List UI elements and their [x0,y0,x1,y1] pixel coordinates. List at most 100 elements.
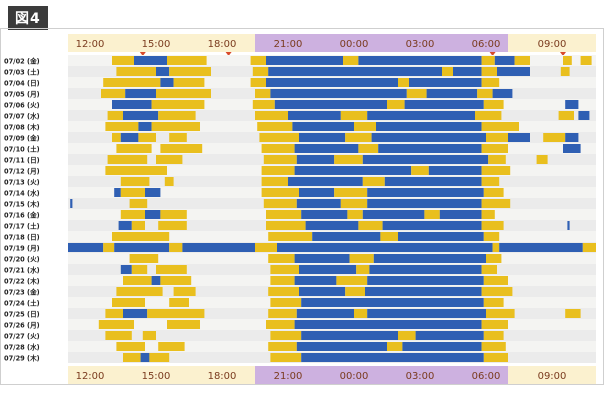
light-sleep-segment [250,56,266,65]
light-sleep-segment [387,342,403,351]
light-sleep-segment [151,100,205,109]
row-date-label: 07/20 (火) [4,256,40,264]
light-sleep-segment [101,89,126,98]
deep-sleep-segment [305,221,359,230]
light-sleep-segment [169,133,187,142]
deep-sleep-segment [134,56,167,65]
deep-sleep-segment [565,100,579,109]
light-sleep-segment [158,111,196,120]
light-sleep-segment [486,133,508,142]
light-sleep-segment [270,276,295,285]
light-sleep-segment [481,166,511,175]
light-sleep-segment [129,254,159,263]
deep-sleep-segment [402,342,482,351]
deep-sleep-segment [365,287,482,296]
light-sleep-segment [398,78,409,87]
light-sleep-segment [558,111,574,120]
deep-sleep-segment [68,243,104,252]
deep-sleep-segment [367,199,482,208]
light-sleep-segment [560,67,570,76]
light-sleep-segment [340,199,368,208]
deep-sleep-segment [296,155,335,164]
deep-sleep-segment [567,221,570,230]
light-sleep-segment [169,243,183,252]
light-sleep-segment [334,155,363,164]
deep-sleep-segment [499,243,583,252]
light-sleep-segment [334,188,368,197]
top-x-tick-label: 06:00 [472,39,501,50]
light-sleep-segment [345,133,372,142]
bottom-x-tick-label: 09:00 [538,371,567,382]
row-date-label: 07/22 (木) [4,277,40,286]
top-night-band [255,34,508,52]
light-sleep-segment [105,331,132,340]
top-x-tick-label: 09:00 [538,39,567,50]
light-sleep-segment [151,122,200,131]
row-date-label: 07/10 (土) [4,145,40,154]
bottom-x-tick-label: 21:00 [274,371,303,382]
row-date-label: 07/07 (水) [4,112,40,121]
deep-sleep-segment [362,210,425,219]
deep-sleep-segment [415,331,484,340]
light-sleep-segment [477,89,493,98]
row-date-label: 07/09 (金) [4,134,40,143]
light-sleep-segment [123,353,141,362]
row-date-label: 07/13 (火) [4,179,40,187]
light-sleep-segment [406,89,427,98]
light-sleep-segment [345,287,365,296]
time-marker [560,52,566,56]
light-sleep-segment [164,177,174,186]
light-sleep-segment [149,353,170,362]
light-sleep-segment [483,232,500,241]
bottom-night-band [255,366,508,384]
light-sleep-segment [131,265,148,274]
deep-sleep-segment [369,265,482,274]
light-sleep-segment [255,111,288,120]
row-date-label: 07/04 (日) [4,80,40,88]
light-sleep-segment [486,309,515,318]
light-sleep-segment [354,309,368,318]
deep-sleep-segment [268,67,442,76]
deep-sleep-segment [492,89,513,98]
light-sleep-segment [257,122,293,131]
top-x-tick-label: 15:00 [142,39,171,50]
deep-sleep-segment [426,89,478,98]
light-sleep-segment [116,144,152,153]
bottom-x-tick-label: 00:00 [340,371,369,382]
deep-sleep-segment [565,133,579,142]
row-date-label: 07/28 (水) [4,343,40,352]
deep-sleep-segment [156,67,170,76]
figure-label: 図4 [8,6,48,30]
light-sleep-segment [263,155,297,164]
light-sleep-segment [131,221,145,230]
light-sleep-segment [98,320,134,329]
light-sleep-segment [481,199,511,208]
bottom-x-tick-label: 03:00 [406,371,435,382]
bottom-x-tick-label: 12:00 [76,371,105,382]
light-sleep-segment [536,155,548,164]
deep-sleep-segment [578,111,590,120]
light-sleep-segment [156,155,183,164]
light-sleep-segment [483,331,504,340]
top-x-tick-label: 18:00 [208,39,237,50]
row-date-label: 07/03 (土) [4,68,40,77]
light-sleep-segment [481,177,500,186]
row-date-label: 07/25 (日) [4,311,40,319]
row-date-label: 07/11 (日) [4,157,40,165]
deep-sleep-segment [299,287,346,296]
deep-sleep-segment [294,144,359,153]
row-date-label: 07/12 (月) [4,168,40,176]
light-sleep-segment [481,342,506,351]
deep-sleep-segment [70,199,73,208]
deep-sleep-segment [301,298,484,307]
time-marker [489,52,496,56]
top-x-tick-label: 21:00 [274,39,303,50]
deep-sleep-segment [118,221,132,230]
deep-sleep-segment [296,199,341,208]
light-sleep-segment [160,210,187,219]
deep-sleep-segment [270,89,407,98]
light-sleep-segment [107,111,123,120]
light-sleep-segment [250,78,266,87]
light-sleep-segment [112,232,170,241]
